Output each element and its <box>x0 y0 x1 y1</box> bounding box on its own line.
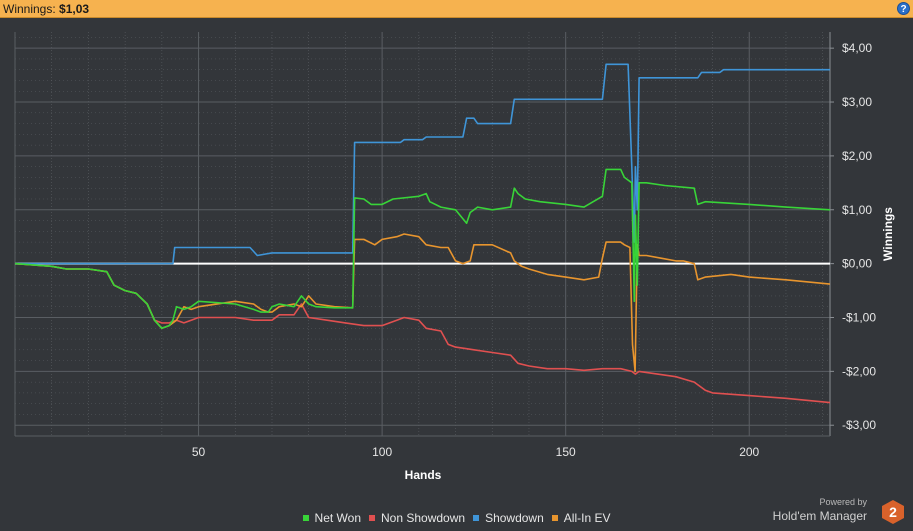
series-line-non-showdown <box>14 262 831 404</box>
legend-label: Net Won <box>314 511 361 525</box>
winnings-value: $1,03 <box>59 2 90 16</box>
legend-label: Non Showdown <box>381 511 466 525</box>
legend-item[interactable]: All-In EV <box>551 511 611 525</box>
y-tick-label: -$3,00 <box>842 418 876 432</box>
y-tick-label: $0,00 <box>842 257 872 271</box>
powered-by-text: Powered by <box>819 497 867 507</box>
series-lines <box>14 63 831 404</box>
y-tick-label: $3,00 <box>842 95 872 109</box>
winnings-graph: 50 100 150 200 $4,00 $3,00 $2,00 $1,00 $0,00 -$1… <box>14 32 895 482</box>
x-tick-label: 200 <box>739 445 759 459</box>
holdem-manager-logo-icon: 2 <box>882 500 904 524</box>
question-icon[interactable]: ? <box>897 2 910 15</box>
winnings-summary: Winnings: $1,03 <box>3 2 89 16</box>
y-tick-label: -$2,00 <box>842 364 876 378</box>
x-axis: 50 100 150 200 <box>192 445 760 459</box>
x-tick-label: 50 <box>192 445 206 459</box>
series-line-showdown <box>15 63 830 265</box>
legend-swatch <box>369 514 375 521</box>
summary-bar: Winnings: $1,03 ? <box>0 0 913 18</box>
series-line-all-in-ev <box>14 233 831 373</box>
y-tick-label: $1,00 <box>842 203 872 217</box>
grid <box>14 32 831 437</box>
series-line-net-won <box>14 168 831 330</box>
legend-item[interactable]: Non Showdown <box>369 511 465 525</box>
legend-swatch <box>551 514 558 521</box>
legend: Net Won Non Showdown Showdown All-In EV <box>0 511 913 525</box>
legend-swatch <box>302 514 309 521</box>
y-axis: $4,00 $3,00 $2,00 $1,00 $0,00 -$1,00 -$2,00 -$3… <box>830 41 876 432</box>
legend-swatch <box>473 514 480 521</box>
y-tick-label: $2,00 <box>842 149 872 163</box>
branding: Powered by Hold'em Manager 2 <box>757 497 907 527</box>
winnings-label: Winnings: <box>3 2 56 16</box>
x-axis-title: Hands <box>405 468 442 482</box>
legend-label: Showdown <box>485 511 544 525</box>
y-tick-label: $4,00 <box>842 41 872 55</box>
brand-name: Hold'em Manager <box>772 509 867 523</box>
legend-item[interactable]: Showdown <box>473 511 544 525</box>
x-tick-label: 150 <box>556 445 576 459</box>
y-axis-title: Winnings <box>881 207 895 261</box>
legend-label: All-In EV <box>563 511 611 525</box>
y-tick-label: -$1,00 <box>842 310 876 324</box>
legend-item[interactable]: Net Won <box>302 511 361 525</box>
logo-text: 2 <box>889 504 897 520</box>
x-tick-label: 100 <box>372 445 392 459</box>
